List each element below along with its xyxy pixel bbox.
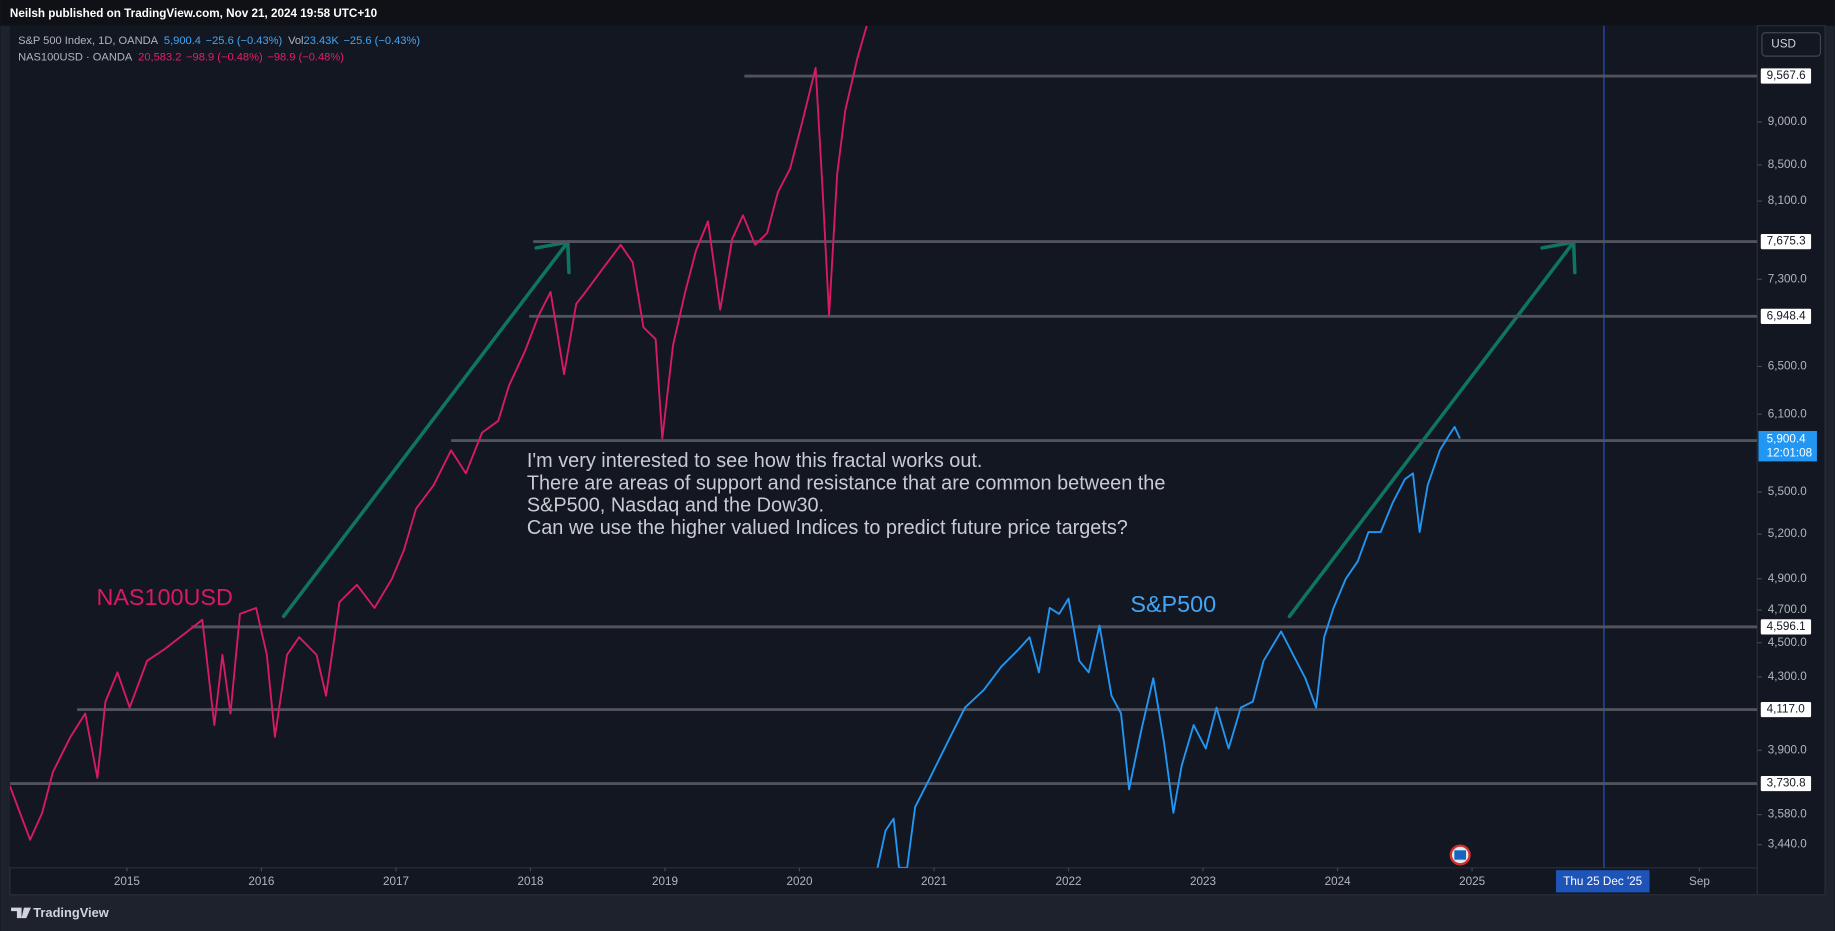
plot-area	[9, 25, 1758, 868]
level-label: 4,117.0	[1767, 703, 1806, 716]
time-axis	[9, 867, 1758, 896]
y-tick-label: 3,900.0	[1768, 743, 1807, 756]
level-label: 6,948.4	[1767, 309, 1806, 322]
level-label: 9,567.6	[1767, 69, 1806, 82]
price-line	[9, 25, 868, 841]
x-tick-label: 2019	[652, 875, 678, 888]
x-tick-label: 2017	[383, 875, 409, 888]
note-line: S&P500, Nasdaq and the Dow30.	[527, 495, 824, 517]
level-label: 4,596.1	[1767, 620, 1806, 633]
x-tick-label: 2023	[1190, 875, 1216, 888]
note-line: I'm very interested to see how this frac…	[527, 450, 983, 472]
y-tick-label: 5,500.0	[1768, 485, 1807, 498]
legend-text: 20,583.2	[138, 51, 181, 63]
y-tick-label: 3,440.0	[1768, 838, 1807, 851]
y-tick-label: 6,500.0	[1768, 360, 1807, 373]
x-tick-label: 2015	[114, 875, 141, 888]
y-tick-label: 4,300.0	[1768, 670, 1807, 683]
x-tick-label: 2016	[248, 875, 274, 888]
legend-text: −25.6 (−0.43%)	[206, 35, 283, 47]
y-tick-label: 7,300.0	[1768, 272, 1807, 285]
x-tick-label: 2020	[787, 875, 814, 888]
event-flag-icon	[1454, 850, 1467, 860]
legend-text: Vol	[288, 35, 303, 47]
legend-text: S&P 500 Index, 1D, OANDA	[18, 35, 159, 47]
y-tick-label: 4,900.0	[1768, 572, 1807, 585]
brand-logo	[11, 907, 31, 919]
x-tick-label: 2018	[517, 875, 543, 888]
x-tick-label: 2022	[1056, 875, 1082, 888]
level-label: 7,675.3	[1767, 235, 1806, 248]
currency[interactable]: USD	[1771, 38, 1796, 51]
x-tick-label: 2024	[1325, 875, 1352, 888]
header-bar	[0, 0, 1835, 26]
header: Neilsh published on TradingView.com, Nov…	[10, 7, 378, 20]
y-tick-label: 9,000.0	[1768, 115, 1807, 128]
legend-spx: S&P 500 Index, 1D, OANDA 5,900.4 −25.6 (−0…	[18, 35, 420, 47]
price-line	[876, 425, 1461, 868]
x-tick-label: Sep	[1689, 875, 1710, 888]
level-label-box	[1760, 619, 1812, 635]
level-label-box	[1760, 233, 1812, 250]
x-tick-label: 2025	[1459, 875, 1486, 888]
legend-text: 23.43K	[304, 35, 340, 47]
legend-text: −98.9 (−0.48%)	[267, 51, 344, 63]
level-label-box	[1760, 775, 1812, 792]
last-price-box	[1758, 430, 1817, 462]
level-label: 3,730.8	[1767, 777, 1806, 790]
level-label-box	[1760, 68, 1812, 84]
y-tick-label: 6,100.0	[1768, 407, 1807, 420]
series-group	[9, 25, 1758, 868]
y-tick-label: 8,500.0	[1768, 158, 1807, 171]
series-label: S&P500	[1130, 591, 1216, 617]
legend-nas: NAS100USD · OANDA 20,583.2 −98.9 (−0.48%) −…	[18, 51, 344, 63]
y-tick-label: 4,500.0	[1768, 636, 1807, 649]
currency-box[interactable]	[1761, 32, 1822, 57]
note-line: Can we use the higher valued Indices to …	[527, 517, 1128, 539]
last-price: 5,900.4	[1767, 432, 1806, 445]
legend-text: −98.9 (−0.48%)	[186, 51, 263, 63]
x-tick-label: 2021	[921, 875, 947, 888]
y-tick-label: 3,580.0	[1768, 808, 1807, 821]
legend-text: NAS100USD · OANDA	[18, 51, 133, 63]
level-label-box	[1760, 308, 1812, 324]
level-label-box	[1760, 701, 1812, 718]
y-tick-label: 8,100.0	[1768, 194, 1807, 207]
legend-text: 5,900.4	[164, 35, 201, 47]
crosshair-label-box	[1555, 870, 1650, 893]
countdown: 12:01:08	[1767, 446, 1812, 459]
legend-text: −25.6 (−0.43%)	[343, 35, 420, 47]
series-label: NAS100USD	[96, 584, 232, 610]
y-tick-label: 5,200.0	[1768, 527, 1807, 540]
crosshair-label: Thu 25 Dec '25	[1563, 875, 1642, 888]
note-line: There are areas of support and resistanc…	[527, 472, 1166, 494]
brand: TradingView	[33, 905, 110, 920]
y-tick-label: 4,700.0	[1768, 603, 1807, 616]
